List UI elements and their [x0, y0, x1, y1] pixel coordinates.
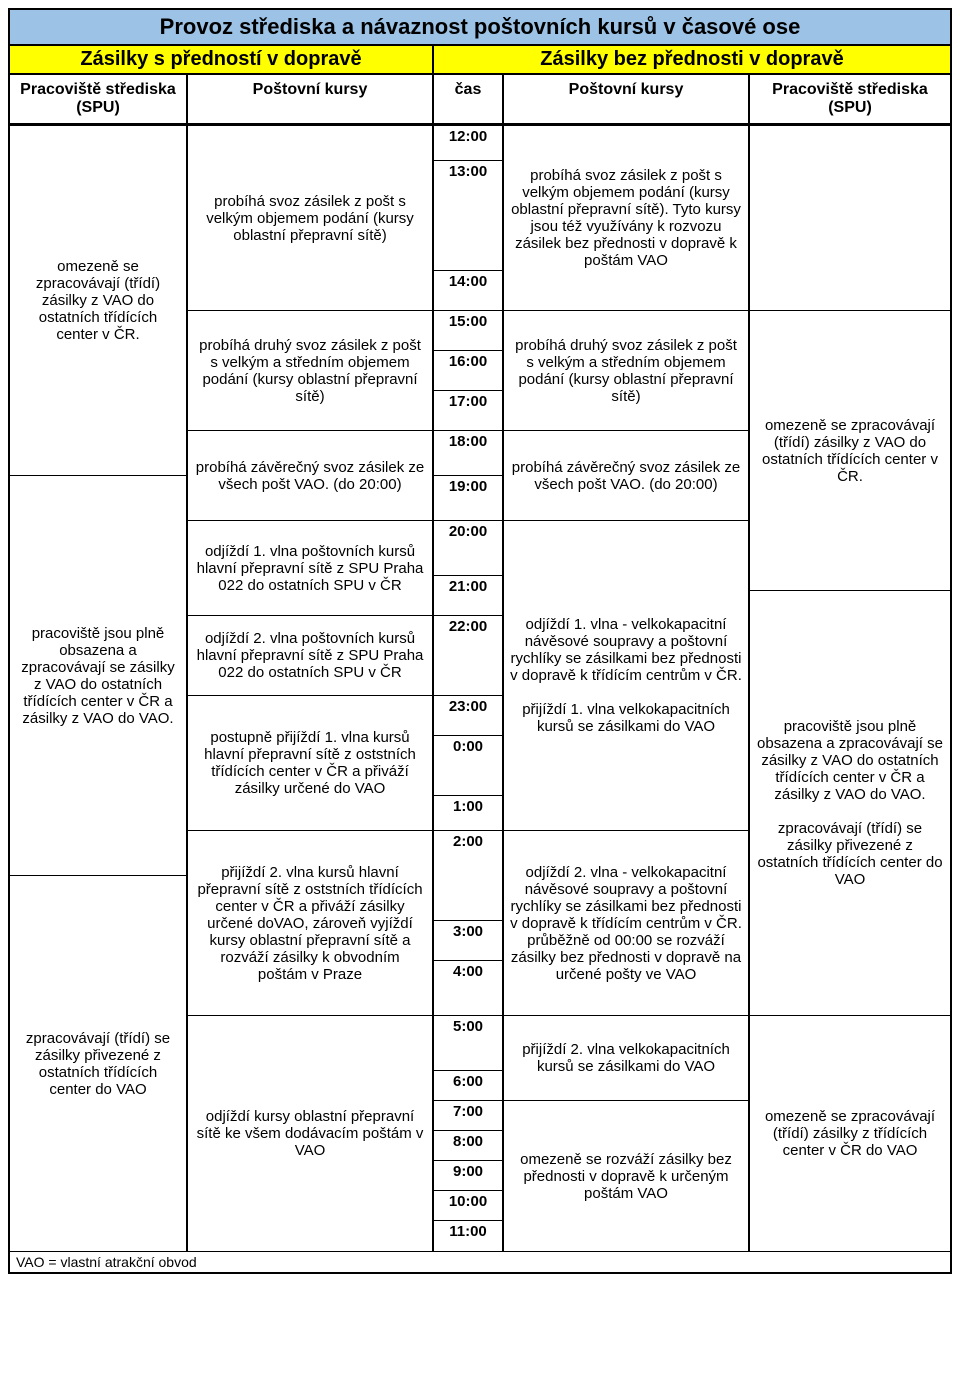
time-label: 7:00: [434, 1101, 502, 1131]
time-label: 9:00: [434, 1161, 502, 1191]
content-cell: probíhá svoz zásilek z pošt s velkým obj…: [188, 126, 432, 311]
time-label: 6:00: [434, 1071, 502, 1101]
col4-stack: probíhá svoz zásilek z pošt s velkým obj…: [504, 126, 750, 1251]
time-label: 11:00: [434, 1221, 502, 1251]
time-label: 22:00: [434, 616, 502, 696]
table-body: omezeně se zpracovávají (třídí) zásilky …: [10, 126, 950, 1251]
time-label: 19:00: [434, 476, 502, 521]
content-cell: [750, 126, 950, 311]
content-cell: pracoviště jsou plně obsazena a zpracová…: [750, 591, 950, 1016]
time-label: 13:00: [434, 161, 502, 271]
time-label: 14:00: [434, 271, 502, 311]
time-label: 3:00: [434, 921, 502, 961]
col5-stack: omezeně se zpracovávají (třídí) zásilky …: [750, 126, 950, 1251]
time-label: 17:00: [434, 391, 502, 431]
content-cell: zpracovávají (třídí) se zásilky přivezen…: [10, 876, 186, 1251]
time-label: 8:00: [434, 1131, 502, 1161]
content-cell: omezeně se zpracovávají (třídí) zásilky …: [750, 311, 950, 591]
content-cell: probíhá závěrečný svoz zásilek ze všech …: [504, 431, 748, 521]
schedule-table: Provoz střediska a návaznost poštovních …: [8, 8, 952, 1274]
content-cell: omezeně se zpracovávají (třídí) zásilky …: [10, 126, 186, 476]
content-cell: odjíždí 1. vlna - velkokapacitní návěsov…: [504, 521, 748, 831]
header-col3: čas: [434, 75, 504, 123]
header-col4: Poštovní kursy: [504, 75, 750, 123]
content-cell: odjíždí 2. vlna - velkokapacitní návěsov…: [504, 831, 748, 1016]
time-label: 20:00: [434, 521, 502, 576]
time-label: 1:00: [434, 796, 502, 831]
subtitle-right: Zásilky bez přednosti v dopravě: [434, 46, 950, 73]
content-cell: postupně přijíždí 1. vlna kursů hlavní p…: [188, 696, 432, 831]
footnote: VAO = vlastní atrakční obvod: [10, 1251, 950, 1272]
content-cell: probíhá závěrečný svoz zásilek ze všech …: [188, 431, 432, 521]
content-cell: přijíždí 2. vlna kursů hlavní přepravní …: [188, 831, 432, 1016]
column-headers: Pracoviště střediska (SPU) Poštovní kurs…: [10, 75, 950, 126]
col1-stack: omezeně se zpracovávají (třídí) zásilky …: [10, 126, 188, 1251]
time-label: 2:00: [434, 831, 502, 921]
time-label: 10:00: [434, 1191, 502, 1221]
time-label: 4:00: [434, 961, 502, 1016]
content-cell: probíhá svoz zásilek z pošt s velkým obj…: [504, 126, 748, 311]
time-label: 16:00: [434, 351, 502, 391]
subtitle-left: Zásilky s předností v dopravě: [10, 46, 434, 73]
time-label: 15:00: [434, 311, 502, 351]
content-cell: odjíždí 2. vlna poštovních kursů hlavní …: [188, 616, 432, 696]
content-cell: omezeně se rozváží zásilky bez přednosti…: [504, 1101, 748, 1251]
header-col2: Poštovní kursy: [188, 75, 434, 123]
header-col1: Pracoviště střediska (SPU): [10, 75, 188, 123]
content-cell: probíhá druhý svoz zásilek z pošt s velk…: [188, 311, 432, 431]
time-label: 18:00: [434, 431, 502, 476]
time-label: 12:00: [434, 126, 502, 161]
time-label: 21:00: [434, 576, 502, 616]
content-cell: odjíždí 1. vlna poštovních kursů hlavní …: [188, 521, 432, 616]
content-cell: probíhá druhý svoz zásilek z pošt s velk…: [504, 311, 748, 431]
subtitle-row: Zásilky s předností v dopravě Zásilky be…: [10, 46, 950, 75]
time-label: 5:00: [434, 1016, 502, 1071]
time-axis: 12:0013:0014:0015:0016:0017:0018:0019:00…: [434, 126, 504, 1251]
content-cell: přijíždí 2. vlna velkokapacitních kursů …: [504, 1016, 748, 1101]
time-label: 0:00: [434, 736, 502, 796]
content-cell: pracoviště jsou plně obsazena a zpracová…: [10, 476, 186, 876]
content-cell: odjíždí kursy oblastní přepravní sítě ke…: [188, 1016, 432, 1251]
col2-stack: probíhá svoz zásilek z pošt s velkým obj…: [188, 126, 434, 1251]
time-label: 23:00: [434, 696, 502, 736]
header-col5: Pracoviště střediska (SPU): [750, 75, 950, 123]
content-cell: omezeně se zpracovávají (třídí) zásilky …: [750, 1016, 950, 1251]
table-title: Provoz střediska a návaznost poštovních …: [10, 10, 950, 46]
